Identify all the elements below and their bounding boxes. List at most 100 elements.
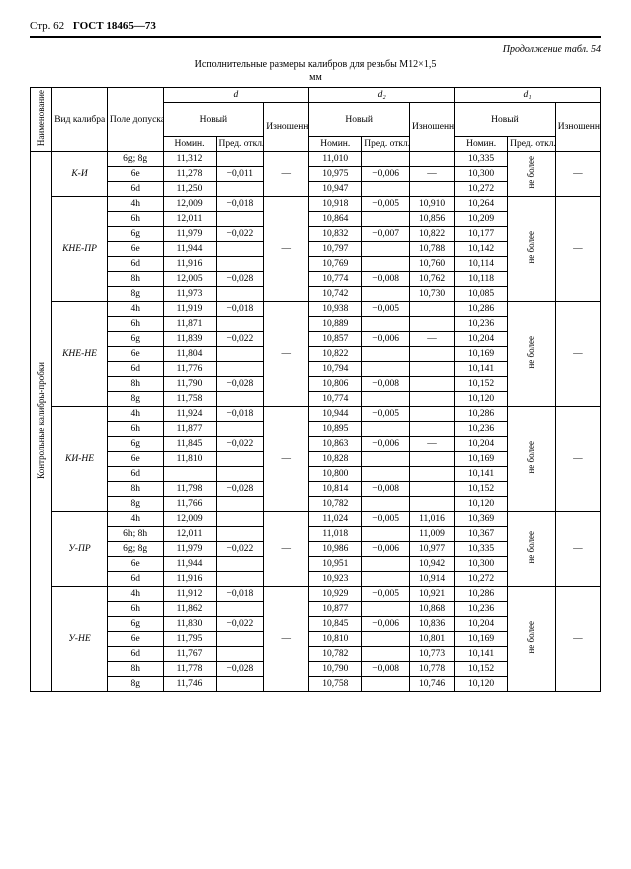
d2-izn: 10,977 [409, 542, 454, 557]
d2-izn [409, 482, 454, 497]
d1-nom: 10,272 [455, 572, 508, 587]
d2-izn: — [409, 437, 454, 452]
d2-izn: 10,778 [409, 662, 454, 677]
d2-pred [362, 242, 410, 257]
tolerance: 6e [107, 557, 163, 572]
tolerance: 4h [107, 407, 163, 422]
d2-pred: −0,007 [362, 227, 410, 242]
d1-nom: 10,120 [455, 392, 508, 407]
d2-nom: 10,918 [309, 197, 362, 212]
d2-nom: 10,790 [309, 662, 362, 677]
d-pred [216, 317, 264, 332]
d2-pred: −0,005 [362, 407, 410, 422]
tolerance: 6g; 8g [107, 152, 163, 167]
d1-pred: не более [508, 152, 556, 197]
d-pred [216, 257, 264, 272]
d2-izn: — [409, 332, 454, 347]
table-row: У-ПР4h12,009—11,024−0,00511,01610,369не … [31, 512, 601, 527]
d2-pred [362, 527, 410, 542]
col-izn: Изношенный [409, 103, 454, 152]
d2-pred [362, 467, 410, 482]
d-nom: 11,767 [163, 647, 216, 662]
tolerance: 8g [107, 392, 163, 407]
d2-pred: −0,006 [362, 542, 410, 557]
col-nom: Номин. [309, 137, 362, 152]
d2-pred [362, 647, 410, 662]
d2-izn [409, 407, 454, 422]
d-pred [216, 242, 264, 257]
d2-pred [362, 212, 410, 227]
tolerance: 6d [107, 257, 163, 272]
d2-izn: 10,730 [409, 287, 454, 302]
d2-nom: 10,832 [309, 227, 362, 242]
table-row: У-НЕ4h11,912−0,018—10,929−0,00510,92110,… [31, 587, 601, 602]
col-new: Новый [163, 103, 264, 137]
d2-pred: −0,006 [362, 332, 410, 347]
d2-izn: 10,856 [409, 212, 454, 227]
d-nom: 11,312 [163, 152, 216, 167]
tolerance: 6g [107, 332, 163, 347]
d2-pred: −0,005 [362, 197, 410, 212]
d2-pred: −0,005 [362, 512, 410, 527]
d1-pred: не более [508, 407, 556, 512]
d-pred [216, 347, 264, 362]
d2-pred: −0,005 [362, 587, 410, 602]
col-pred: Пред. откл. [216, 137, 264, 152]
d-nom: 12,009 [163, 512, 216, 527]
d-pred: −0,018 [216, 407, 264, 422]
d2-izn: 10,921 [409, 587, 454, 602]
unit-label: мм [30, 72, 601, 83]
d2-nom: 10,797 [309, 242, 362, 257]
d1-nom: 10,141 [455, 362, 508, 377]
d-pred [216, 287, 264, 302]
d-pred [216, 512, 264, 527]
d-pred [216, 152, 264, 167]
d1-izn: — [555, 587, 600, 692]
tolerance: 6g [107, 617, 163, 632]
gauge-type: К-И [52, 152, 108, 197]
d2-izn [409, 392, 454, 407]
d2-pred: −0,006 [362, 167, 410, 182]
gauge-type: КИ-НЕ [52, 407, 108, 512]
d1-nom: 10,120 [455, 677, 508, 692]
d2-izn [409, 347, 454, 362]
d2-pred [362, 392, 410, 407]
d2-nom: 10,986 [309, 542, 362, 557]
d-pred [216, 467, 264, 482]
tolerance: 8h [107, 662, 163, 677]
d-nom: 11,758 [163, 392, 216, 407]
tolerance: 6h; 8h [107, 527, 163, 542]
d-pred [216, 602, 264, 617]
d1-nom: 10,209 [455, 212, 508, 227]
d-pred: −0,022 [216, 227, 264, 242]
d-pred [216, 182, 264, 197]
tolerance: 8h [107, 377, 163, 392]
d1-nom: 10,177 [455, 227, 508, 242]
d2-pred [362, 317, 410, 332]
d-nom: 11,795 [163, 632, 216, 647]
d2-nom: 10,782 [309, 647, 362, 662]
d2-nom: 10,769 [309, 257, 362, 272]
tolerance: 6h [107, 317, 163, 332]
d1-nom: 10,142 [455, 242, 508, 257]
d2-nom: 10,774 [309, 272, 362, 287]
d2-pred: −0,006 [362, 437, 410, 452]
d2-pred: −0,008 [362, 272, 410, 287]
d2-pred: −0,008 [362, 377, 410, 392]
d2-izn [409, 182, 454, 197]
side-group-label: Контрольные калибры-пробки [31, 152, 52, 692]
tolerance: 6d [107, 572, 163, 587]
d2-nom: 10,806 [309, 377, 362, 392]
col-new: Новый [455, 103, 556, 137]
d2-izn: 10,868 [409, 602, 454, 617]
col-vid: Вид калибра [52, 88, 108, 152]
d-nom: 11,979 [163, 542, 216, 557]
d1-nom: 10,204 [455, 617, 508, 632]
continuation-label: Продолжение табл. 54 [30, 44, 601, 55]
tolerance: 6e [107, 452, 163, 467]
d1-nom: 10,114 [455, 257, 508, 272]
d1-nom: 10,204 [455, 437, 508, 452]
d-izn: — [264, 407, 309, 512]
d1-nom: 10,120 [455, 497, 508, 512]
d-nom: 11,916 [163, 257, 216, 272]
